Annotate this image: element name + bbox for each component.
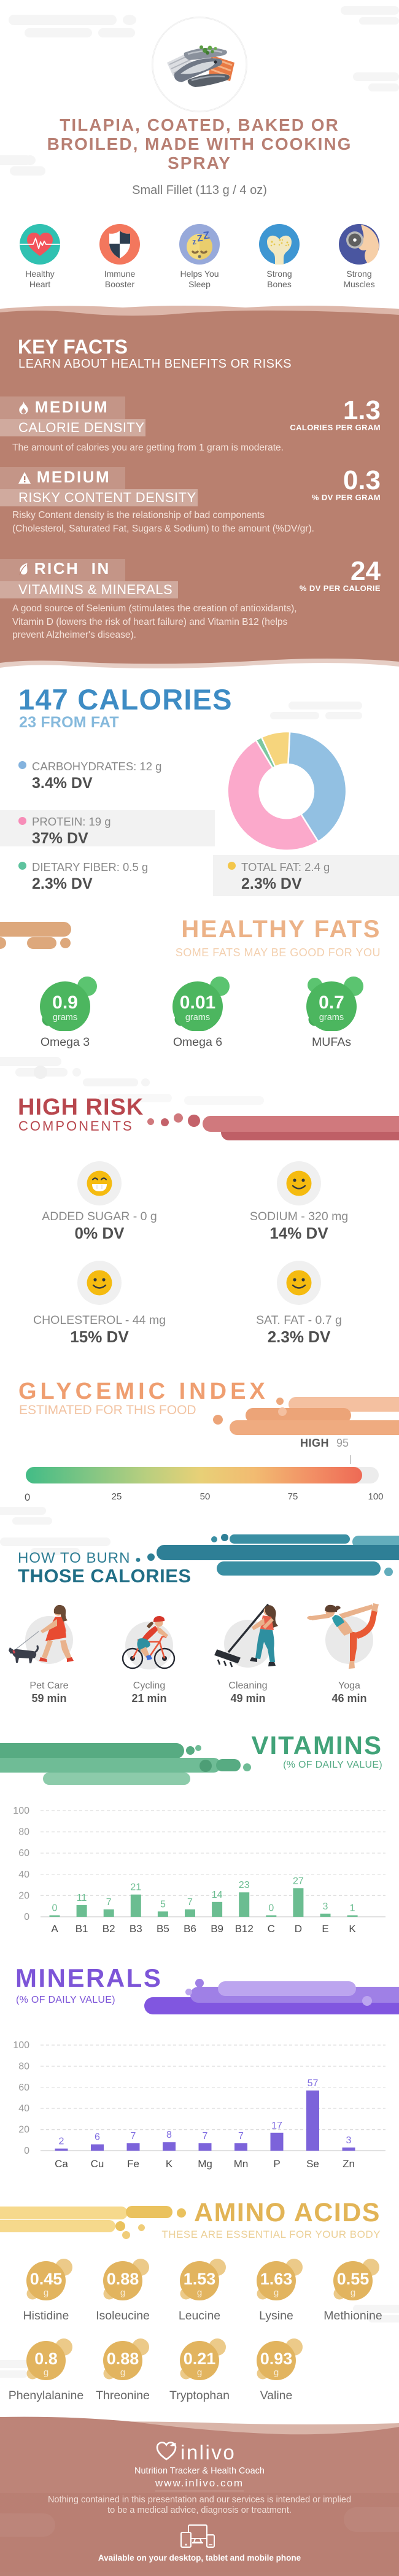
svg-text:27: 27 [293,1876,304,1886]
svg-text:0.88: 0.88 [107,2270,139,2288]
svg-text:17: 17 [271,2121,282,2131]
svg-text:7: 7 [131,2131,136,2141]
svg-text:0: 0 [24,1912,29,1922]
svg-text:Cu: Cu [91,2158,104,2170]
svg-text:20: 20 [18,2125,29,2135]
svg-text:7: 7 [238,2131,244,2141]
svg-text:3: 3 [323,1901,328,1912]
svg-text:5: 5 [160,1899,166,1909]
svg-text:100: 100 [13,1806,29,1816]
svg-text:0.93: 0.93 [260,2350,293,2368]
svg-text:0.7: 0.7 [319,992,344,1013]
svg-text:1.53: 1.53 [184,2270,216,2288]
svg-text:B12: B12 [235,1923,254,1935]
svg-text:grams: grams [185,1013,210,1023]
svg-text:g: g [351,2288,355,2298]
svg-text:1: 1 [350,1903,355,1914]
svg-text:K: K [349,1923,356,1935]
svg-text:B1: B1 [76,1923,88,1935]
svg-text:grams: grams [53,1013,77,1023]
svg-text:40: 40 [18,1870,29,1880]
svg-text:B6: B6 [184,1923,196,1935]
svg-text:11: 11 [77,1893,87,1903]
svg-text:14: 14 [212,1890,223,1900]
svg-text:Ca: Ca [55,2158,68,2170]
svg-text:g: g [120,2367,125,2378]
svg-text:20: 20 [18,1890,29,1901]
svg-text:B2: B2 [103,1923,115,1935]
svg-text:0.8: 0.8 [34,2350,58,2368]
svg-text:Z: Z [203,229,211,241]
svg-text:Se: Se [306,2158,319,2170]
svg-text:Zn: Zn [343,2158,355,2170]
svg-text:40: 40 [18,2103,29,2114]
svg-text:60: 60 [18,2083,29,2093]
svg-text:7: 7 [106,1897,112,1908]
svg-text:C: C [268,1923,275,1935]
svg-text:g: g [44,2288,48,2298]
svg-text:Mg: Mg [198,2158,212,2170]
svg-text:z: z [192,237,197,247]
svg-text:0.45: 0.45 [30,2270,63,2288]
svg-text:0.88: 0.88 [107,2350,139,2368]
svg-text:g: g [197,2288,202,2298]
svg-text:0: 0 [268,1903,274,1914]
svg-text:7: 7 [187,1897,193,1908]
svg-text:0.9: 0.9 [52,992,78,1013]
svg-text:g: g [197,2367,202,2378]
svg-text:Fe: Fe [127,2158,139,2170]
svg-text:57: 57 [308,2078,319,2089]
svg-text:g: g [120,2288,125,2298]
svg-text:B5: B5 [157,1923,169,1935]
svg-text:0.55: 0.55 [337,2270,370,2288]
svg-text:K: K [166,2158,173,2170]
svg-text:D: D [295,1923,302,1935]
svg-text:3: 3 [346,2135,352,2146]
svg-text:E: E [322,1923,328,1935]
svg-text:60: 60 [18,1848,29,1859]
svg-text:P: P [273,2158,280,2170]
svg-text:A: A [51,1923,58,1935]
svg-text:0: 0 [24,2146,29,2156]
svg-text:0.01: 0.01 [180,992,215,1013]
svg-text:2: 2 [59,2137,64,2147]
svg-text:80: 80 [18,2061,29,2071]
svg-text:23: 23 [239,1880,250,1890]
svg-text:21: 21 [130,1882,141,1893]
svg-text:100: 100 [13,2040,29,2051]
svg-text:Z: Z [196,233,203,244]
svg-text:6: 6 [95,2132,100,2143]
svg-text:g: g [274,2367,279,2378]
svg-text:8: 8 [166,2130,172,2140]
svg-text:grams: grams [319,1013,344,1023]
svg-text:1.63: 1.63 [260,2270,293,2288]
svg-text:80: 80 [18,1827,29,1838]
svg-text:Mn: Mn [234,2158,249,2170]
svg-text:7: 7 [203,2131,208,2141]
svg-text:g: g [44,2367,48,2378]
svg-text:B9: B9 [211,1923,223,1935]
svg-text:0.21: 0.21 [184,2350,216,2368]
svg-text:B3: B3 [130,1923,142,1935]
svg-text:g: g [274,2288,279,2298]
svg-text:0: 0 [52,1903,58,1914]
